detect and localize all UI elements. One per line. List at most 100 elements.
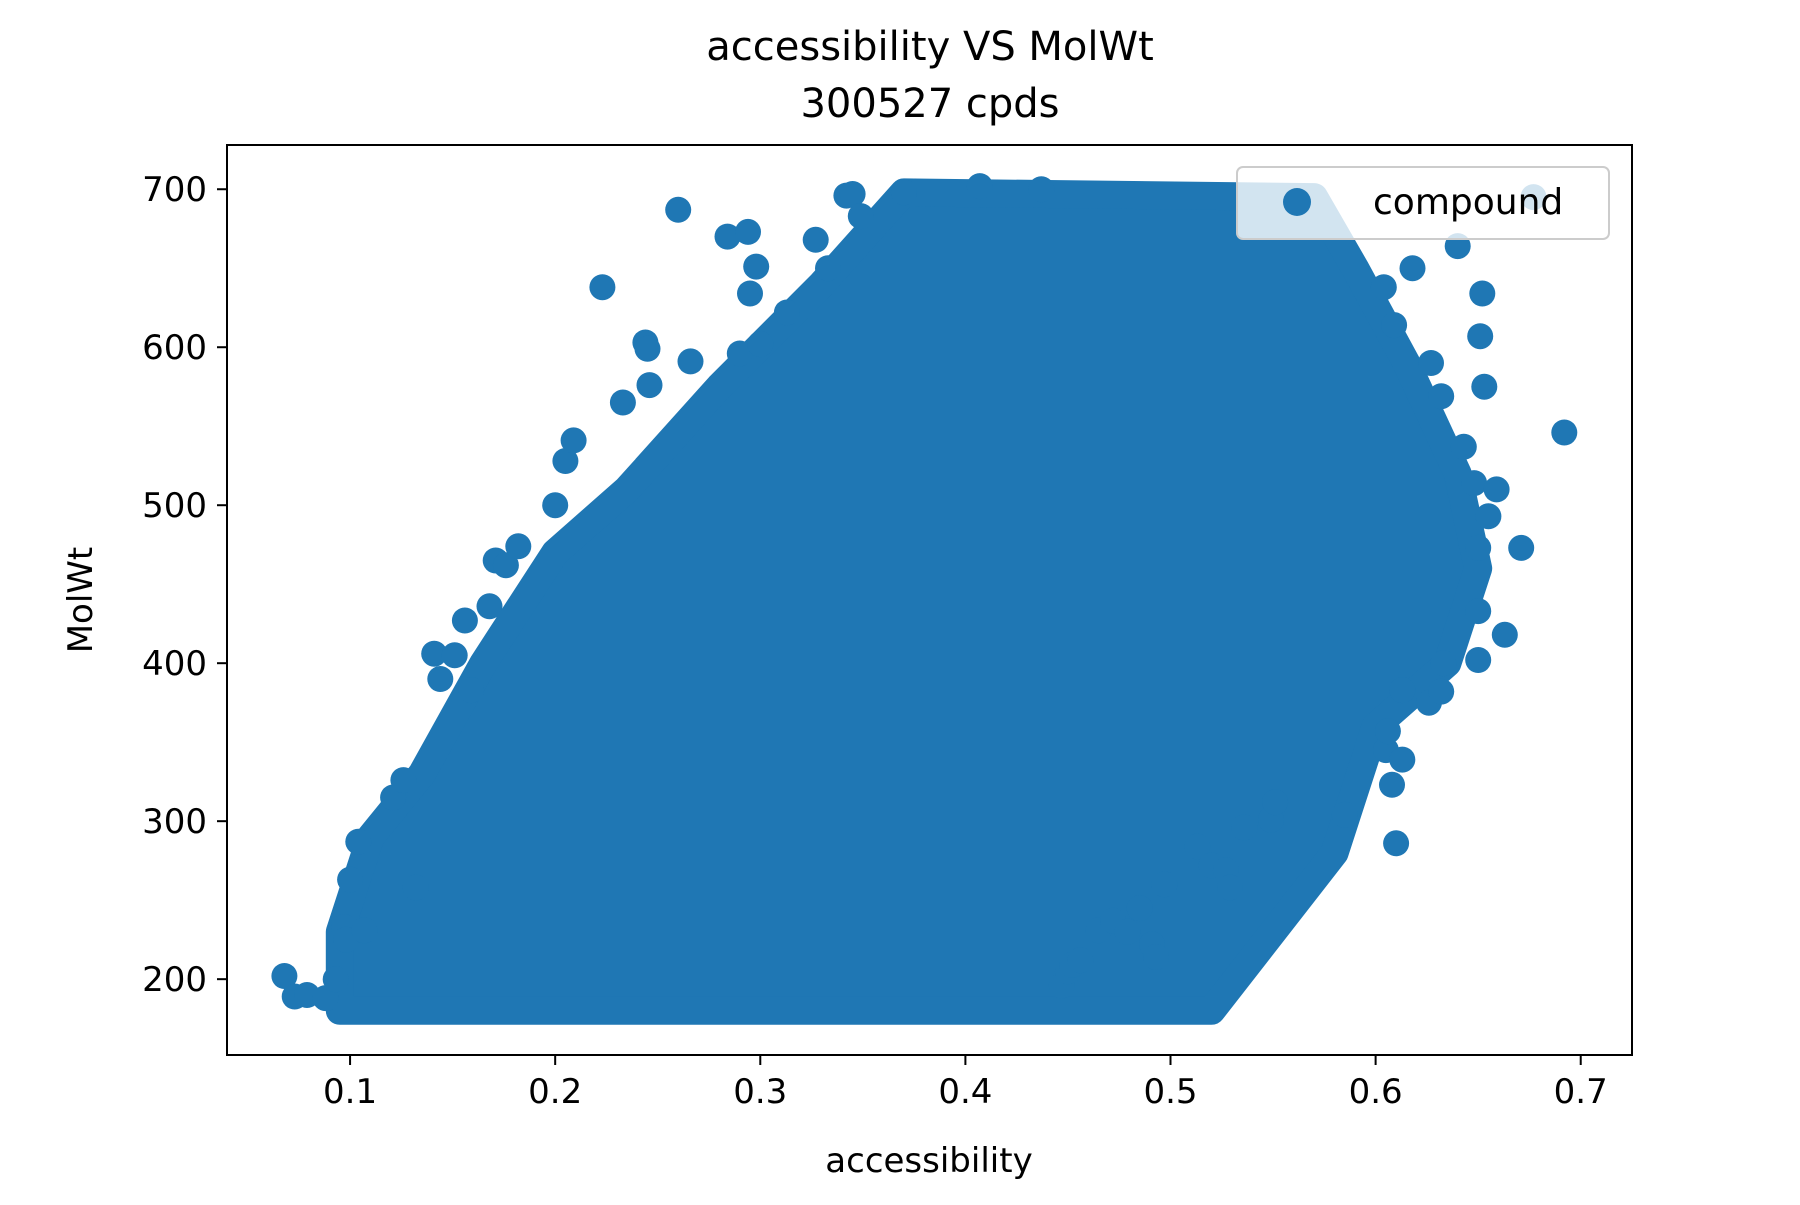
legend: compound	[1236, 166, 1610, 240]
data-point	[773, 299, 800, 326]
x-tick-label: 0.4	[938, 1072, 992, 1112]
data-point	[1465, 647, 1492, 673]
data-point	[1450, 433, 1477, 460]
legend-marker-compound	[1283, 188, 1311, 216]
data-point	[1379, 771, 1405, 798]
data-point	[1389, 677, 1416, 704]
data-point	[815, 255, 841, 282]
data-point	[1374, 718, 1401, 745]
data-point	[1467, 323, 1494, 350]
data-point	[1428, 383, 1455, 410]
x-tick-label: 0.5	[1143, 1072, 1197, 1112]
data-point	[589, 274, 616, 301]
data-point	[747, 331, 774, 358]
data-point	[1383, 830, 1410, 857]
data-point	[1471, 373, 1498, 400]
data-point	[743, 253, 770, 280]
data-point	[560, 427, 587, 454]
data-point	[726, 340, 753, 367]
data-point	[1331, 801, 1358, 828]
x-tick-label: 0.2	[528, 1072, 582, 1112]
data-point	[1184, 833, 1211, 860]
data-point	[1231, 814, 1258, 841]
data-point	[1217, 874, 1243, 901]
chart-title-line2: 300527 cpds	[800, 81, 1059, 127]
data-point	[1430, 650, 1457, 677]
y-tick-label: 600	[142, 328, 207, 368]
data-point	[1508, 534, 1535, 561]
chart-title-line1: accessibility VS MolWt	[706, 24, 1154, 70]
data-point	[1461, 470, 1488, 497]
y-tick-label: 400	[142, 644, 207, 684]
data-point	[714, 223, 741, 250]
data-points	[271, 173, 1578, 1025]
data-point	[1551, 419, 1578, 446]
data-point	[735, 218, 761, 245]
y-tick-label: 200	[142, 960, 207, 1000]
data-point	[636, 372, 663, 399]
data-point	[839, 181, 866, 207]
data-point	[441, 642, 468, 669]
x-tick-label: 0.6	[1349, 1072, 1403, 1112]
x-tick-label: 0.7	[1554, 1072, 1608, 1112]
data-point	[345, 828, 372, 855]
x-tick-label: 0.3	[733, 1072, 787, 1112]
data-point	[1428, 678, 1455, 705]
x-axis-ticks: 0.1 0.2 0.3 0.4 0.5 0.6 0.7	[323, 1055, 1608, 1112]
data-point	[552, 448, 579, 474]
data-point	[390, 767, 417, 794]
data-point	[271, 963, 298, 989]
data-point	[737, 280, 763, 307]
data-point	[677, 348, 704, 375]
data-point	[1114, 918, 1141, 945]
y-tick-label: 500	[142, 486, 207, 526]
data-point	[476, 593, 503, 620]
data-point	[1465, 598, 1492, 625]
data-point	[505, 533, 532, 560]
data-point	[1151, 871, 1178, 898]
data-point	[1143, 944, 1170, 970]
data-point	[1126, 895, 1153, 922]
data-point	[1028, 176, 1055, 203]
data-point	[351, 917, 378, 944]
y-tick-label: 300	[142, 802, 207, 842]
data-point	[966, 173, 993, 200]
data-point	[1262, 789, 1289, 816]
data-point	[337, 866, 364, 893]
data-point	[1475, 503, 1502, 530]
data-point	[1465, 534, 1492, 561]
y-axis-ticks: 200 300 400 500 600 700	[142, 170, 227, 1000]
y-axis-label: MolWt	[61, 547, 101, 654]
legend-box	[1236, 166, 1610, 240]
data-point	[542, 492, 569, 519]
data-point	[427, 666, 454, 692]
data-point	[492, 552, 519, 579]
data-point	[802, 226, 829, 253]
x-axis-label: accessibility	[825, 1141, 1032, 1181]
data-point	[322, 966, 349, 993]
data-point	[458, 677, 485, 704]
data-point	[1389, 746, 1416, 773]
data-point	[1370, 274, 1397, 301]
data-point	[634, 335, 661, 362]
data-point	[451, 607, 478, 634]
data-point	[1399, 255, 1426, 282]
data-point	[1469, 280, 1496, 307]
data-point	[421, 640, 448, 667]
data-point	[1067, 947, 1094, 974]
plot-frame	[226, 144, 1633, 1056]
y-tick-label: 700	[142, 170, 207, 210]
data-point	[1483, 476, 1510, 503]
data-point	[1491, 621, 1518, 648]
dense-point-cloud	[325, 178, 1493, 1025]
data-point	[890, 179, 917, 206]
data-point	[665, 196, 692, 223]
data-point	[847, 203, 874, 230]
data-point	[609, 389, 636, 416]
data-point	[1381, 312, 1408, 339]
x-tick-label: 0.1	[323, 1072, 377, 1112]
data-point	[402, 874, 429, 901]
data-point	[1418, 350, 1444, 376]
